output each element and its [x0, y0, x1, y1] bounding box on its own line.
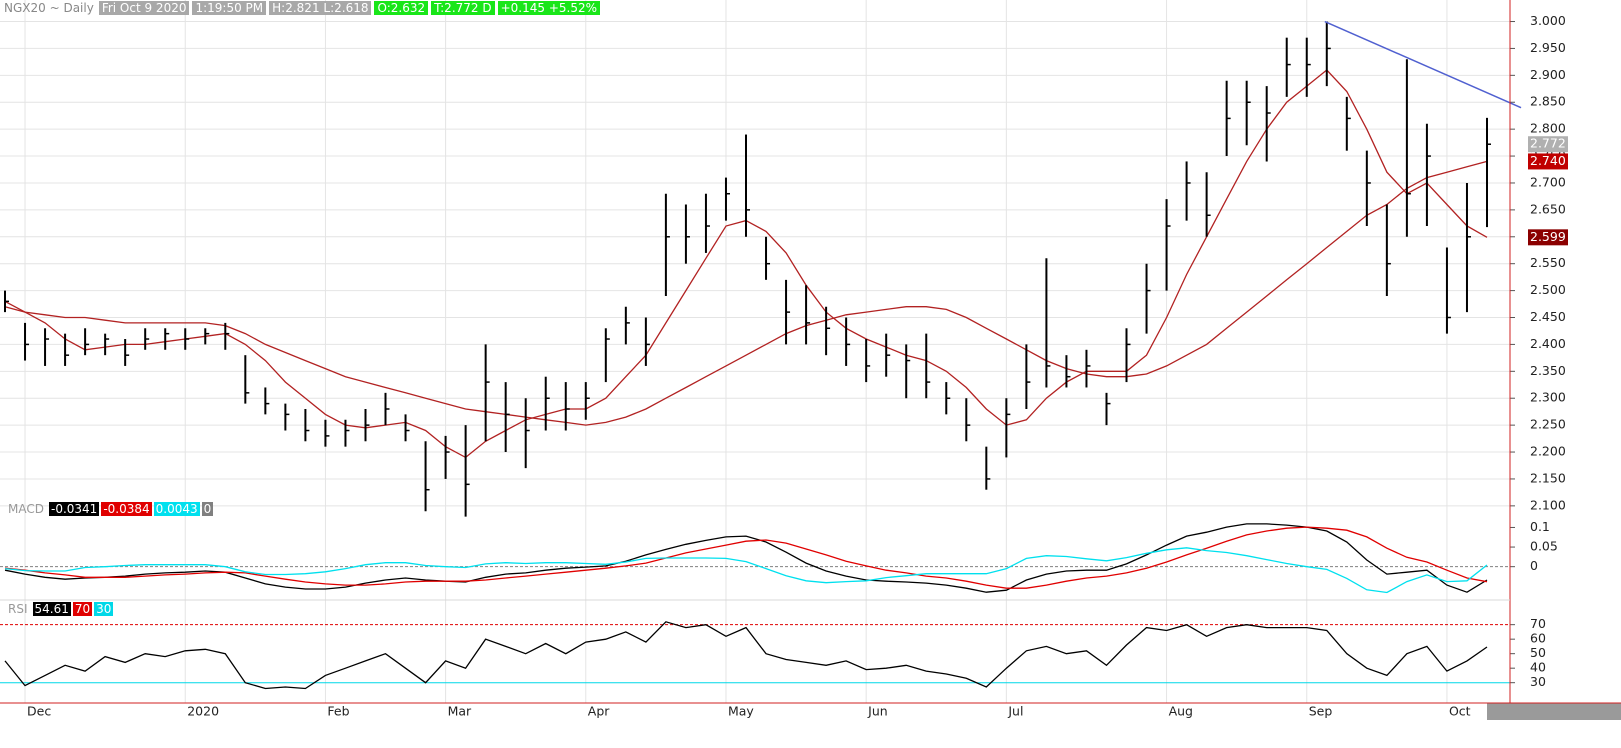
- legend-level: 0: [201, 502, 214, 516]
- header-field: O:2.632: [374, 1, 429, 15]
- y-tick-label: 2.550: [1530, 255, 1566, 270]
- y-tick-label: 2.250: [1530, 417, 1566, 432]
- y-tick-label: 2.400: [1530, 336, 1566, 351]
- price-label-box: [1528, 229, 1568, 246]
- price-label: 2.599: [1530, 229, 1566, 244]
- x-tick-label: Jul: [1007, 704, 1023, 719]
- x-tick-label: May: [728, 704, 754, 719]
- indicator-title: MACD: [8, 502, 44, 516]
- indicator-legend: RSI 54.61 70 30: [6, 602, 114, 616]
- indicator-line: [4, 621, 1488, 690]
- price-label-box: [1528, 153, 1568, 170]
- y-tick-label: 3.000: [1530, 13, 1566, 28]
- indicator-title: RSI: [8, 602, 28, 616]
- y-tick-label: 2.900: [1530, 67, 1566, 82]
- symbol-title: NGX20 ~ Daily: [4, 1, 94, 15]
- legend-level: 30: [94, 602, 114, 616]
- header-field: +0.145 +5.52%: [497, 1, 600, 15]
- y-tick-label: 2.150: [1530, 470, 1566, 485]
- header-field: H:2.821 L:2.618: [269, 1, 372, 15]
- moving-average: [4, 160, 1488, 426]
- y-tick-label: 0: [1530, 558, 1538, 573]
- legend-level: 70: [72, 602, 93, 616]
- indicator-legend: MACD -0.0341 -0.0384 0.0043 0: [6, 502, 214, 516]
- x-tick-label: 2020: [187, 704, 219, 719]
- y-tick-label: 2.350: [1530, 363, 1566, 378]
- indicator-line: [4, 547, 1488, 594]
- header-field: T:2.772 D: [431, 1, 495, 15]
- y-tick-label: 0.05: [1530, 539, 1558, 554]
- trendline: [1324, 20, 1522, 109]
- x-tick-label: Aug: [1169, 704, 1193, 719]
- y-tick-label: 2.700: [1530, 174, 1566, 189]
- y-tick-label: 2.500: [1530, 282, 1566, 297]
- legend-value: 0.0043: [153, 502, 200, 516]
- legend-value: -0.0384: [101, 502, 152, 516]
- price-label: 2.772: [1530, 136, 1566, 151]
- y-tick-label: 2.300: [1530, 390, 1566, 405]
- header-field: 1:19:50 PM: [192, 1, 267, 15]
- y-tick-label: 2.100: [1530, 497, 1566, 512]
- y-tick-label: 0.1: [1530, 519, 1550, 534]
- y-tick-label: 2.200: [1530, 444, 1566, 459]
- x-tick-label: Oct: [1449, 704, 1471, 719]
- price-label: 2.740: [1530, 153, 1566, 168]
- y-tick-label: 2.650: [1530, 201, 1566, 216]
- y-tick-label: 40: [1530, 660, 1546, 675]
- y-tick-label: 30: [1530, 674, 1546, 689]
- y-tick-label: 2.950: [1530, 40, 1566, 55]
- x-tick-label: Dec: [27, 704, 51, 719]
- legend-value: 54.61: [32, 602, 71, 616]
- x-tick-label: Apr: [588, 704, 610, 719]
- header: NGX20 ~ Daily Fri Oct 9 2020 1:19:50 PM H:…: [4, 1, 600, 15]
- indicator-line: [4, 523, 1488, 593]
- grid: [0, 0, 1510, 703]
- legend-value: -0.0341: [48, 502, 100, 516]
- x-tick-label: Sep: [1309, 704, 1333, 719]
- price-label-box: [1528, 136, 1568, 153]
- y-tick-label: 2.850: [1530, 94, 1566, 109]
- indicator-line: [4, 526, 1488, 589]
- x-tick-label: Jun: [867, 704, 888, 719]
- y-tick-label: 60: [1530, 631, 1546, 646]
- header-field: Fri Oct 9 2020: [98, 1, 190, 15]
- y-tick-label: 2.450: [1530, 309, 1566, 324]
- y-tick-label: 50: [1530, 645, 1546, 660]
- x-tick-label: Mar: [448, 704, 472, 719]
- y-tick-label: 70: [1530, 616, 1546, 631]
- x-tick-label: Feb: [327, 704, 349, 719]
- y-tick-label: 2.800: [1530, 121, 1566, 136]
- scroll-thumb[interactable]: [1487, 703, 1621, 720]
